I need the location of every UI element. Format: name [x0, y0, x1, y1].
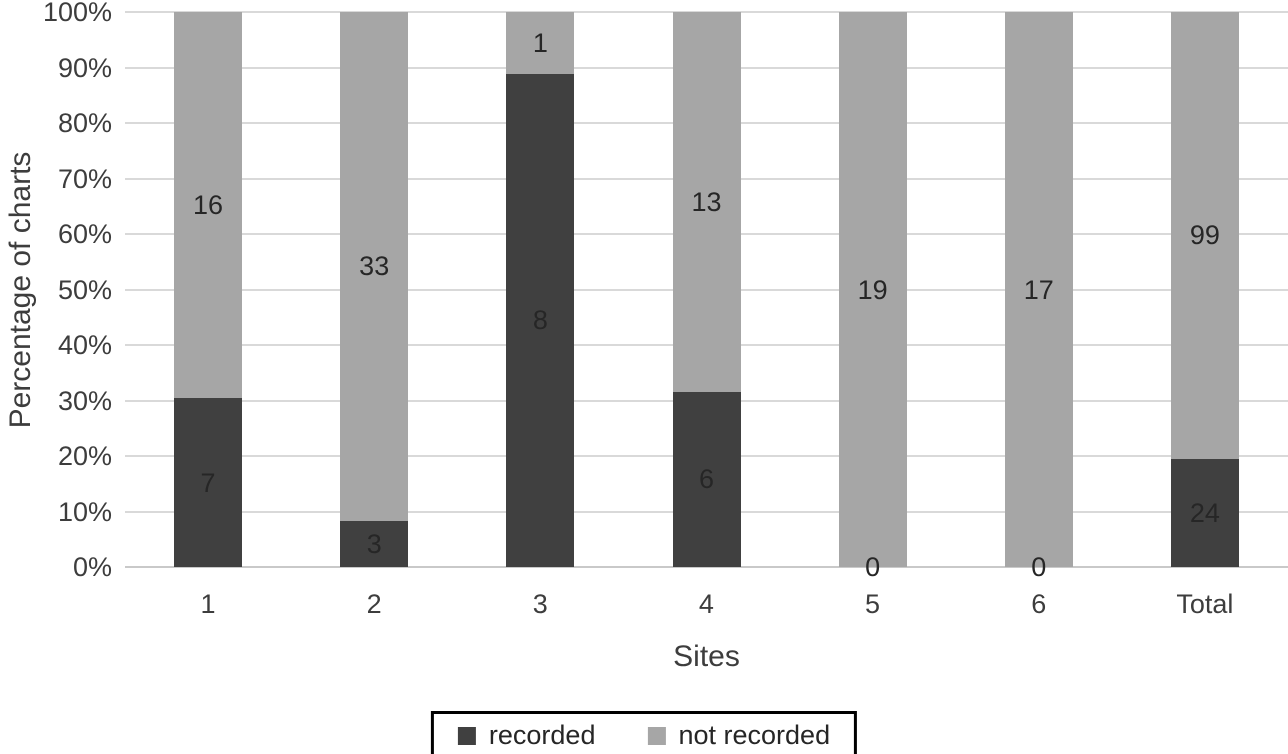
y-tick-label-0%: 0%: [72, 552, 112, 582]
data-label-not-recorded-site-6: 17: [1023, 274, 1054, 305]
y-tick-label-10%: 10%: [57, 496, 112, 527]
y-tick-label-40%: 40%: [57, 330, 112, 360]
legend-label-not-recorded: not recorded: [678, 720, 831, 750]
data-label-not-recorded-site-Total: 99: [1189, 220, 1220, 251]
x-tick-label-5: 5: [865, 589, 881, 619]
y-tick-label-30%: 30%: [57, 385, 112, 416]
data-label-not-recorded-site-1: 16: [193, 190, 224, 221]
x-tick-label-3: 3: [532, 589, 548, 619]
segment-not-recorded-site-4: [672, 12, 741, 392]
segment-recorded-site-Total: [1170, 458, 1239, 567]
segment-recorded-site-2: [340, 520, 409, 567]
x-tick-label-2: 2: [366, 589, 382, 619]
y-tick-label-50%: 50%: [57, 274, 112, 305]
y-tick-label-20%: 20%: [57, 441, 112, 471]
data-label-recorded-site-4: 6: [698, 464, 715, 495]
bar-site-Total: 99 24: [1170, 12, 1239, 567]
legend-swatch-recorded-icon: [457, 726, 476, 745]
data-label-not-recorded-site-2: 33: [359, 251, 390, 282]
segment-not-recorded-site-2: [340, 12, 409, 521]
plot-area: 16 7 33 3 1 8 13 6 19 0 17 0 99 24: [125, 11, 1288, 581]
segment-not-recorded-site-Total: [1170, 12, 1239, 459]
data-label-not-recorded-site-3: 1: [532, 27, 548, 58]
segment-not-recorded-site-1: [174, 12, 243, 399]
data-label-recorded-site-3: 8: [532, 305, 548, 336]
segment-not-recorded-site-3: [506, 12, 575, 74]
segment-not-recorded-site-6: [1004, 12, 1073, 567]
data-label-recorded-site-1: 7: [200, 467, 216, 498]
x-tick-label-4: 4: [698, 589, 714, 619]
segment-recorded-site-4: [672, 391, 741, 567]
y-tick-label-90%: 90%: [57, 52, 112, 83]
segment-recorded-site-1: [174, 398, 243, 567]
y-tick-label-100%: 100%: [42, 0, 112, 27]
x-tick-label-6: 6: [1031, 589, 1047, 619]
bar-site-6: 17 0: [1004, 12, 1073, 581]
bar-site-2: 33 3: [340, 12, 409, 567]
y-tick-label-70%: 70%: [57, 163, 112, 194]
data-label-recorded-site-2: 3: [366, 528, 382, 559]
data-label-not-recorded-site-4: 13: [691, 186, 722, 217]
legend-swatch-not-recorded-icon: [647, 726, 666, 745]
x-axis-title: Sites: [673, 640, 740, 673]
y-tick-label-80%: 80%: [57, 108, 112, 138]
y-tick-label-60%: 60%: [57, 219, 112, 249]
segment-not-recorded-site-5: [838, 12, 907, 567]
legend-label-recorded: recorded: [488, 720, 596, 750]
x-tick-label-1: 1: [200, 589, 216, 619]
data-label-recorded-site-5: 0: [865, 552, 881, 582]
legend-item-not-recorded: not recorded: [647, 720, 830, 751]
gridline-0%: [125, 566, 1288, 568]
legend-item-recorded: recorded: [457, 720, 596, 751]
x-tick-label-Total: Total: [1176, 589, 1234, 619]
bar-site-5: 19 0: [838, 12, 907, 581]
data-label-recorded-site-6: 0: [1031, 552, 1047, 582]
bar-site-1: 16 7: [174, 12, 243, 567]
legend: recorded not recorded: [430, 711, 858, 754]
segment-recorded-site-3: [506, 73, 575, 567]
bar-site-4: 13 6: [672, 12, 741, 567]
data-label-recorded-site-Total: 24: [1189, 497, 1220, 528]
data-label-not-recorded-site-5: 19: [857, 274, 888, 305]
